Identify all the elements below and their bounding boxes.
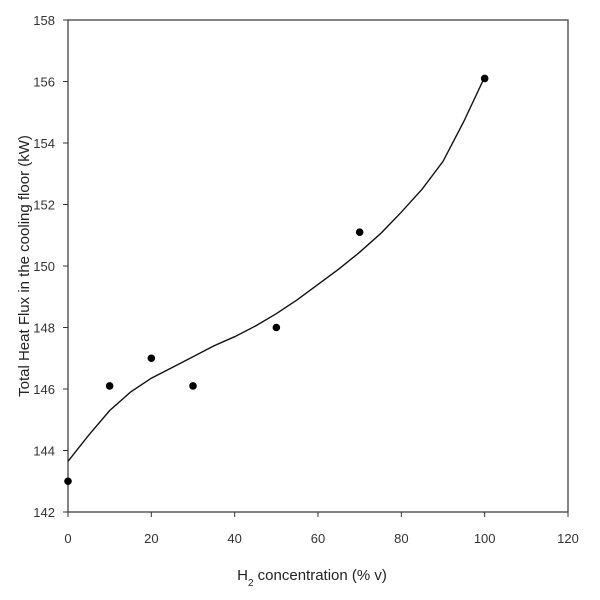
x-tick-label: 120: [557, 531, 579, 546]
y-axis-title: Total Heat Flux in the cooling floor (kW…: [16, 135, 33, 397]
x-axis-title-main: H: [237, 567, 248, 584]
y-tick-label: 146: [33, 382, 55, 397]
x-tick-label: 60: [311, 531, 325, 546]
tick-labels: 0 20 40 60 80 100 120 142 144 146 148 150 152 154 156 1…: [33, 13, 579, 546]
axes: [63, 19, 569, 517]
plot-frame: [67, 19, 569, 513]
data-point: [147, 354, 156, 363]
y-tick-label: 154: [33, 136, 55, 151]
data-point: [64, 477, 72, 486]
x-tick-label: 80: [394, 531, 408, 546]
trendline-layer: [67, 76, 486, 462]
data-points: [64, 74, 489, 486]
y-tick-label: 144: [33, 444, 55, 459]
x-axis-title-subscript: 2: [248, 578, 254, 589]
data-point: [272, 323, 281, 332]
y-tick-label: 142: [33, 505, 55, 520]
y-tick-label: 158: [33, 13, 55, 28]
y-tick-label: 148: [33, 321, 55, 336]
data-point: [480, 74, 489, 83]
y-tick-label: 152: [33, 198, 55, 213]
trendline: [67, 76, 486, 462]
data-point: [355, 228, 364, 236]
x-axis-title-rest: concentration (% v): [254, 567, 387, 584]
data-point: [189, 382, 197, 390]
x-tick-label: 100: [474, 531, 496, 546]
x-tick-label: 0: [64, 531, 71, 546]
x-tick-label: 20: [144, 531, 158, 546]
data-point: [105, 382, 114, 390]
y-tick-label: 150: [33, 259, 55, 274]
x-axis-title: H2 concentration (% v): [237, 567, 387, 589]
x-tick-label: 40: [227, 531, 241, 546]
y-tick-label: 156: [33, 75, 55, 90]
